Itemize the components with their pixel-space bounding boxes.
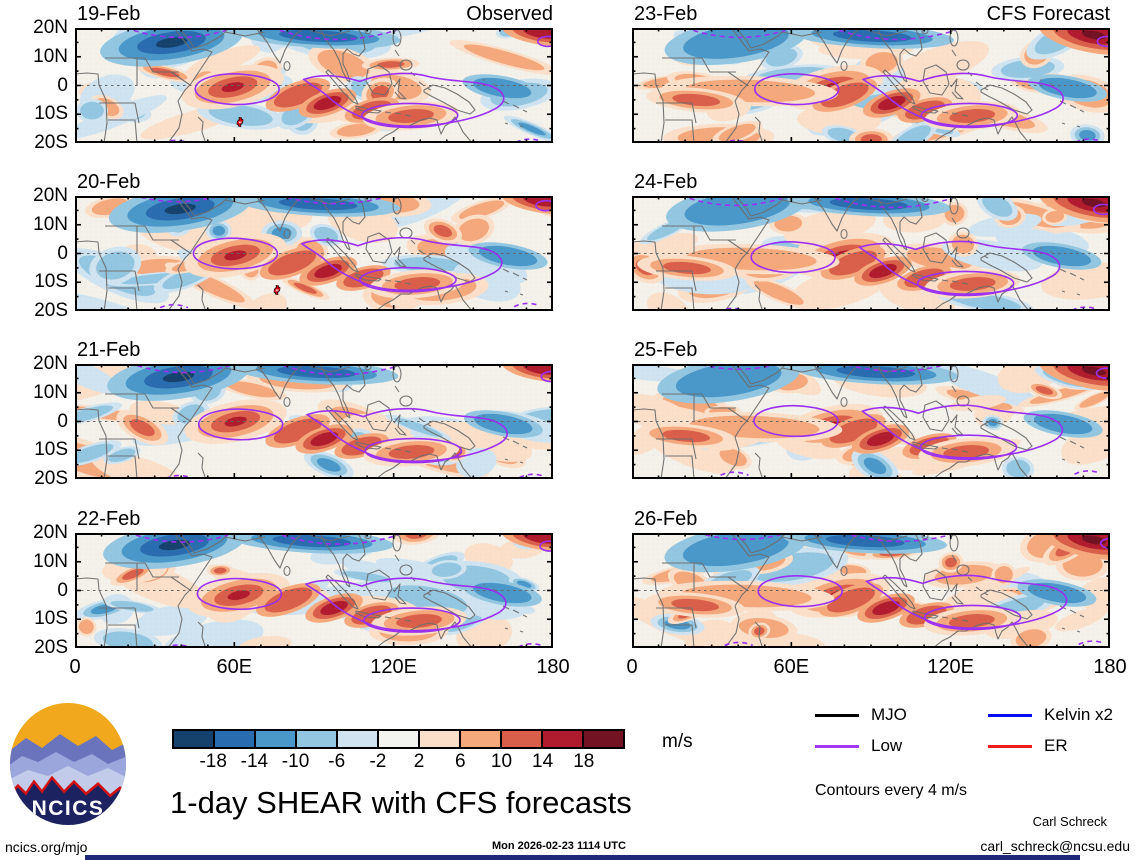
ncics-logo: NCICS [10,703,126,825]
shear-map-23-Feb [632,28,1110,143]
lat-label: 0 [57,410,68,432]
colorbar-cell-6 [420,731,461,747]
panel-corner-label: Observed [466,3,553,25]
legend-item-kelvin-x2: Kelvin x2 [988,705,1113,725]
panel-date: 21-Feb [77,339,141,361]
lat-label: 10S [34,439,68,461]
colorbar-cell-2 [256,731,297,747]
colorbar-cell-8 [502,731,543,747]
colorbar-tick-label: -2 [369,751,387,772]
lat-label: 0 [57,242,68,264]
lat-label: 10S [34,103,68,125]
brand-strip [85,855,1080,860]
lon-label: 0 [69,656,81,678]
author-email: carl_schreck@ncsu.edu [980,838,1130,854]
panel-date: 26-Feb [634,508,698,530]
legend-line-swatch [988,744,1032,748]
svg-text:H: H [239,120,242,125]
colorbar-units: m/s [662,731,693,752]
colorbar-tick-label: -18 [199,751,227,772]
legend-label: Kelvin x2 [1044,705,1113,724]
colorbar-tick-label: 18 [573,751,595,772]
colorbar-tick-label: -6 [328,751,346,772]
lat-label: 10N [33,381,68,403]
colorbar-tick-label: 14 [532,751,554,772]
lat-label: 20S [34,132,68,153]
contour-legend: MJO Kelvin x2 Low ER [815,705,1135,765]
lat-label: 20N [33,522,68,543]
contour-note: Contours every 4 m/s [815,782,968,799]
map-panels-area: 19-Feb Observed H 20N 10N 0 10S 20S 20-Feb H 20N 10… [33,3,1127,678]
shear-map-22-Feb [75,533,553,648]
legend-item-er: ER [988,736,1068,756]
lat-label: 10S [34,271,68,293]
timestamp: Mon 2026-02-23 1114 UTC [492,840,626,852]
lat-label: 10N [33,213,68,235]
colorbar-cell-4 [338,731,379,747]
panel-date: 23-Feb [634,3,698,25]
logo-text: NCICS [32,797,105,820]
shear-map-20-Feb: H [75,196,553,311]
legend-label: MJO [871,705,907,724]
colorbar-cell-10 [584,731,623,747]
colorbar-tick-label: -14 [240,751,269,772]
lon-label: 120E [927,656,975,678]
colorbar [172,729,625,749]
lat-label: 20N [33,185,68,206]
shear-map-26-Feb [632,533,1110,648]
legend-line-swatch [815,744,859,748]
lon-label: 180 [1093,656,1127,678]
colorbar-cell-9 [543,731,584,747]
shear-map-19-Feb: H [75,28,553,143]
tropical-cyclone-icon: H [236,117,244,127]
colorbar-cell-0 [174,731,215,747]
legend-line-swatch [988,713,1032,717]
shear-map-25-Feb [632,364,1110,479]
panel-date: 25-Feb [634,339,698,361]
lon-label: 60E [216,656,253,678]
legend-label: ER [1044,736,1068,755]
author-credit: Carl Schreck [1032,814,1107,829]
lon-label: 60E [773,656,810,678]
lon-label: 120E [370,656,418,678]
colorbar-tick-label: -10 [281,751,310,772]
lat-label: 10N [33,45,68,67]
colorbar-cell-3 [297,731,338,747]
colorbar-tick-label: 10 [490,751,513,772]
lat-label: 20S [34,468,68,489]
panel-date: 22-Feb [77,508,141,530]
lat-label: 0 [57,579,68,601]
legend-line-swatch [815,713,859,717]
lat-label: 20S [34,637,68,658]
colorbar-tick-labels: -18 -14 -10 -6 -2 2 6 10 14 18 [172,751,625,773]
lat-label: 10N [33,550,68,572]
colorbar-tick-label: 2 [413,751,425,772]
panel-date: 19-Feb [77,3,141,25]
figure-title: 1-day SHEAR with CFS forecasts [170,785,632,820]
panel-date: 20-Feb [77,171,141,193]
colorbar-cell-5 [379,731,420,747]
legend-item-low: Low [815,736,902,756]
lat-label: 20N [33,353,68,374]
tropical-cyclone-icon: H [273,285,281,295]
colorbar-tick-label: 6 [454,751,466,772]
lat-label: 20S [34,300,68,321]
svg-text:H: H [276,288,279,293]
shear-map-21-Feb [75,364,553,479]
shear-map-24-Feb [632,196,1110,311]
legend-item-mjo: MJO [815,705,907,725]
lat-label: 20N [33,17,68,38]
site-url: ncics.org/mjo [5,839,88,855]
panel-date: 24-Feb [634,171,698,193]
legend-label: Low [871,736,903,755]
lat-label: 0 [57,74,68,96]
lon-label: 180 [536,656,570,678]
colorbar-cell-1 [215,731,256,747]
colorbar-cell-7 [461,731,502,747]
panel-corner-label: CFS Forecast [986,3,1110,25]
lat-label: 10S [34,608,68,630]
lon-label: 0 [626,656,638,678]
